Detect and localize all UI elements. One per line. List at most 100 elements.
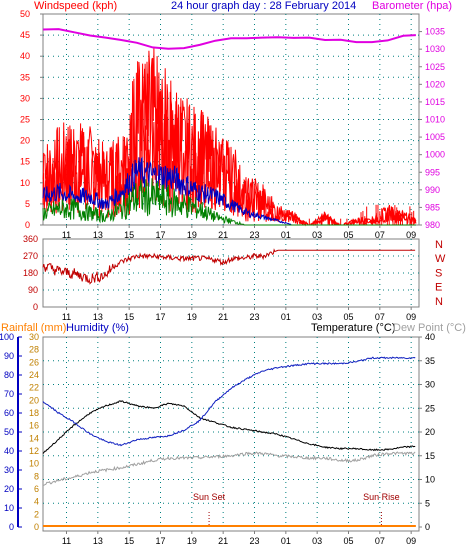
- x-tick-label: 23: [249, 536, 259, 546]
- temperature-axis-label: Temperature (°C): [311, 322, 395, 334]
- x-tick-label: 11: [62, 230, 71, 240]
- x-tick-label: 05: [343, 536, 353, 546]
- rain-tick-label: 28: [29, 345, 39, 355]
- x-tick-label: 05: [343, 230, 353, 240]
- humidity-line: [42, 356, 416, 447]
- temperature-series: [42, 356, 416, 527]
- x-tick-label: 19: [187, 536, 197, 546]
- x-tick-label: 05: [343, 312, 353, 322]
- x-tick-label: 03: [312, 536, 322, 546]
- sunset-label: Sun Set: [193, 492, 226, 502]
- wind-y-tick-label: 10: [20, 178, 30, 188]
- humidity-axis-label: Humidity (%): [66, 322, 129, 334]
- x-tick-label: 07: [375, 536, 385, 546]
- x-tick-label: 13: [93, 312, 103, 322]
- compass-label: W: [435, 253, 446, 265]
- wind-y-tick-label: 25: [20, 115, 30, 125]
- x-tick-label: 01: [281, 312, 291, 322]
- humidity-tick-label: 70: [4, 389, 14, 399]
- compass-label: E: [435, 282, 442, 294]
- wind-avg-line: [42, 178, 416, 226]
- x-tick-label: 11: [62, 536, 71, 546]
- direction-tick-label: 270: [23, 251, 38, 261]
- barometer-tick-label: 1015: [425, 97, 445, 107]
- temperature-panel: [42, 336, 420, 532]
- wind-y-tick-label: 20: [20, 136, 30, 146]
- x-tick-label: 09: [406, 230, 416, 240]
- x-tick-label: 17: [155, 230, 165, 240]
- barometer-tick-label: 1005: [425, 132, 445, 142]
- temperature-tick-label: 25: [425, 403, 435, 413]
- temperature-tick-label: 40: [425, 332, 435, 342]
- x-tick-label: 13: [93, 536, 103, 546]
- x-tick-label: 21: [218, 536, 228, 546]
- rain-tick-label: 22: [29, 383, 39, 393]
- x-tick-label: 17: [155, 536, 165, 546]
- barometer-axis-label: Barometer (hpa): [372, 0, 452, 12]
- compass-label: N: [435, 296, 443, 308]
- humidity-tick-label: 60: [4, 408, 14, 418]
- rain-tick-label: 2: [34, 509, 39, 519]
- compass-label: N: [435, 239, 443, 251]
- x-tick-label: 03: [312, 312, 322, 322]
- x-tick-label: 07: [375, 312, 385, 322]
- barometer-tick-label: 1035: [425, 27, 445, 37]
- rainfall-axis-label: Rainfall (mm): [1, 322, 66, 334]
- x-tick-label: 15: [124, 230, 134, 240]
- humidity-tick-label: 90: [4, 351, 14, 361]
- temperature-tick-label: 10: [425, 475, 435, 485]
- temperature-tick-label: 35: [425, 356, 435, 366]
- wind-y-tick-label: 0: [25, 220, 30, 230]
- x-tick-label: 07: [375, 230, 385, 240]
- wind-series: [42, 28, 417, 227]
- barometer-tick-label: 1025: [425, 62, 445, 72]
- x-tick-label: 09: [406, 536, 416, 546]
- rain-tick-label: 0: [34, 522, 39, 532]
- humidity-tick-label: 0: [9, 522, 14, 532]
- direction-panel: [42, 238, 420, 308]
- temperature-tick-label: 30: [425, 380, 435, 390]
- barometer-tick-label: 980: [425, 220, 440, 230]
- compass-label: S: [435, 267, 442, 279]
- temperature-tick-label: 15: [425, 451, 435, 461]
- temperature-tick-label: 5: [425, 498, 430, 508]
- barometer-tick-label: 990: [425, 185, 440, 195]
- humidity-tick-label: 20: [4, 484, 14, 494]
- barometer-tick-label: 985: [425, 202, 440, 212]
- rain-tick-label: 8: [34, 471, 39, 481]
- x-tick-label: 21: [218, 312, 228, 322]
- x-tick-label: 23: [249, 230, 259, 240]
- direction-tick-label: 90: [28, 285, 38, 295]
- x-tick-label: 19: [187, 312, 197, 322]
- temperature-tick-label: 0: [425, 522, 430, 532]
- x-tick-label: 23: [249, 312, 259, 322]
- x-tick-label: 11: [62, 312, 71, 322]
- rain-tick-label: 10: [29, 459, 39, 469]
- x-tick-label: 03: [312, 230, 322, 240]
- x-tick-label: 01: [281, 230, 291, 240]
- x-tick-label: 15: [124, 536, 134, 546]
- direction-series: [42, 248, 416, 285]
- rain-tick-label: 26: [29, 357, 39, 367]
- windspeed-axis-label: Windspeed (kph): [34, 0, 117, 12]
- direction-tick-label: 0: [33, 302, 38, 312]
- humidity-tick-label: 50: [4, 427, 14, 437]
- rain-tick-label: 16: [29, 421, 39, 431]
- humidity-tick-label: 80: [4, 370, 14, 380]
- barometer-tick-label: 1020: [425, 79, 445, 89]
- humidity-tick-label: 100: [0, 332, 14, 342]
- wind-axes: 0510152025303540455098098599099510001005…: [20, 9, 445, 240]
- humidity-tick-label: 30: [4, 465, 14, 475]
- wind-y-tick-label: 40: [20, 51, 30, 61]
- rain-tick-label: 30: [29, 332, 39, 342]
- x-tick-label: 15: [124, 312, 134, 322]
- wind-y-tick-label: 50: [20, 9, 30, 19]
- temperature-axes: 0102030405060708090100024681012141618202…: [0, 332, 435, 546]
- direction-line: [42, 248, 416, 285]
- x-tick-label: 01: [281, 536, 291, 546]
- barometer-tick-label: 1000: [425, 150, 445, 160]
- dewpoint-line: [43, 451, 416, 486]
- x-tick-label: 19: [187, 230, 197, 240]
- rain-tick-label: 18: [29, 408, 39, 418]
